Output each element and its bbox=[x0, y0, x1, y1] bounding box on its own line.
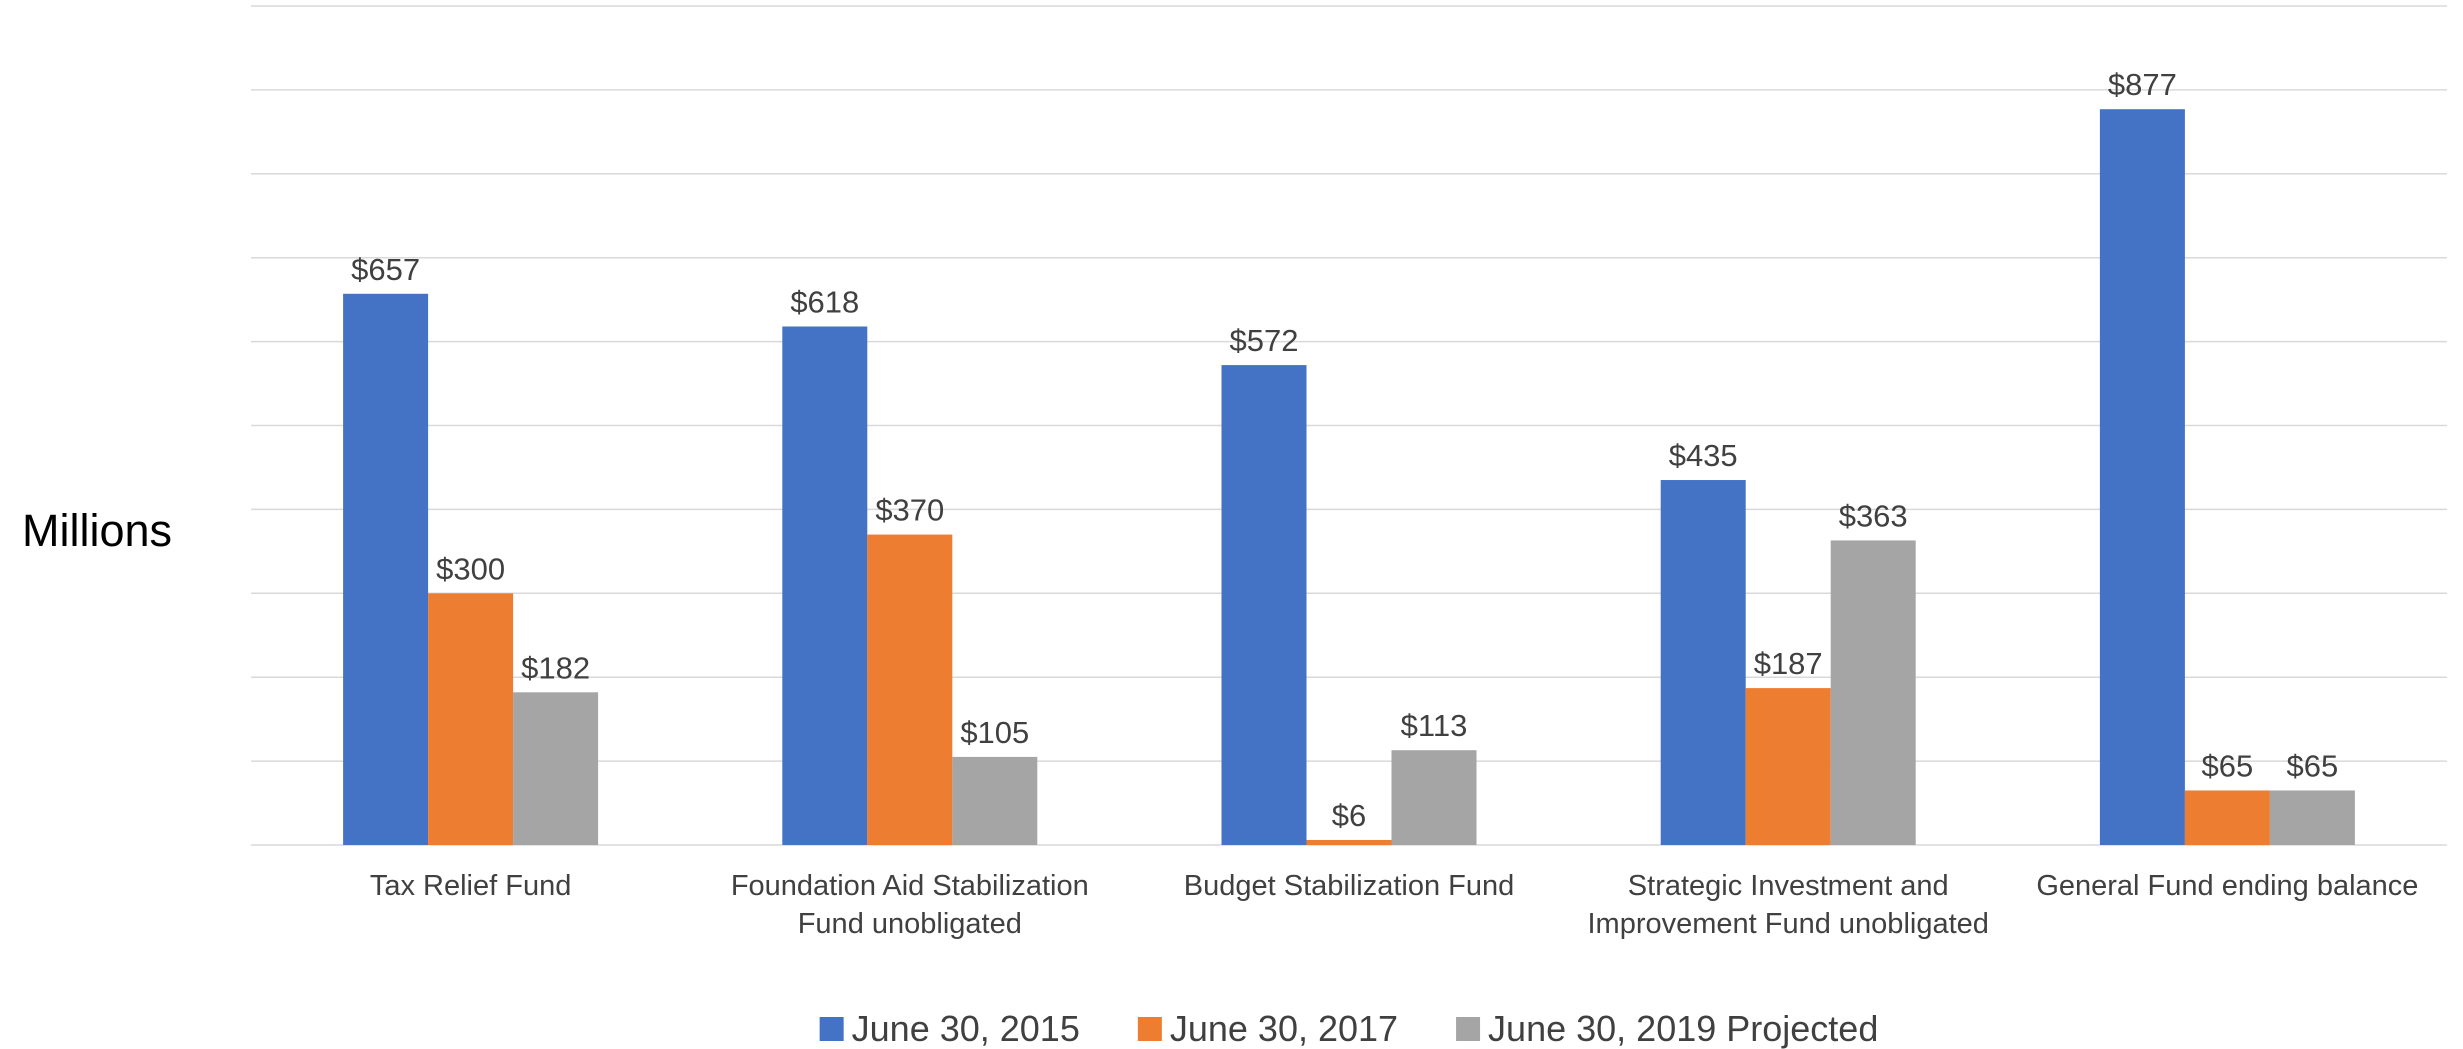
value-label: $618 bbox=[790, 284, 859, 319]
legend: June 30, 2015 June 30, 2017 June 30, 2019 … bbox=[819, 1008, 1878, 1049]
value-label: $363 bbox=[1839, 498, 1908, 533]
bar bbox=[428, 593, 514, 845]
bar bbox=[513, 692, 599, 845]
bar bbox=[343, 293, 429, 846]
bar bbox=[952, 756, 1038, 845]
value-label: $300 bbox=[436, 551, 505, 586]
y-axis-label: Millions bbox=[22, 505, 172, 556]
value-label: $6 bbox=[1332, 798, 1366, 833]
x-tick-label: Tax Relief Fund bbox=[370, 870, 572, 902]
value-label: $105 bbox=[960, 715, 1029, 750]
bar bbox=[2184, 790, 2270, 845]
bar bbox=[2099, 109, 2185, 845]
value-label: $182 bbox=[521, 650, 590, 685]
bar bbox=[1221, 365, 1307, 845]
bar bbox=[867, 534, 953, 845]
x-tick-label: Foundation Aid Stabilization Fund unoblig… bbox=[731, 870, 1089, 940]
bar bbox=[782, 326, 868, 845]
legend-swatch bbox=[1137, 1017, 1162, 1041]
legend-label: June 30, 2015 bbox=[852, 1008, 1080, 1049]
value-label: $65 bbox=[2202, 748, 2254, 783]
bar bbox=[1391, 750, 1477, 845]
legend-swatch bbox=[819, 1017, 844, 1041]
x-tick-label: Strategic Investment and Improvement Fund… bbox=[1587, 870, 1988, 940]
legend-label: June 30, 2017 bbox=[1170, 1008, 1398, 1049]
value-label: $113 bbox=[1401, 708, 1468, 743]
legend-swatch bbox=[1456, 1017, 1481, 1041]
bar bbox=[1306, 839, 1392, 845]
legend-label: June 30, 2019 Projected bbox=[1488, 1008, 1878, 1049]
value-label: $65 bbox=[2287, 748, 2339, 783]
value-label: $435 bbox=[1669, 438, 1738, 473]
x-tick-label: Budget Stabilization Fund bbox=[1184, 870, 1515, 902]
value-label: $657 bbox=[351, 252, 420, 287]
x-tick-label: General Fund ending balance bbox=[2036, 870, 2418, 902]
value-label: $572 bbox=[1230, 323, 1299, 358]
bar bbox=[1830, 540, 1916, 845]
value-label: $877 bbox=[2108, 67, 2177, 102]
value-label: $370 bbox=[875, 493, 944, 528]
value-label: $187 bbox=[1754, 646, 1823, 681]
bar bbox=[1745, 688, 1831, 845]
bar bbox=[2269, 790, 2355, 845]
bar bbox=[1660, 480, 1746, 845]
